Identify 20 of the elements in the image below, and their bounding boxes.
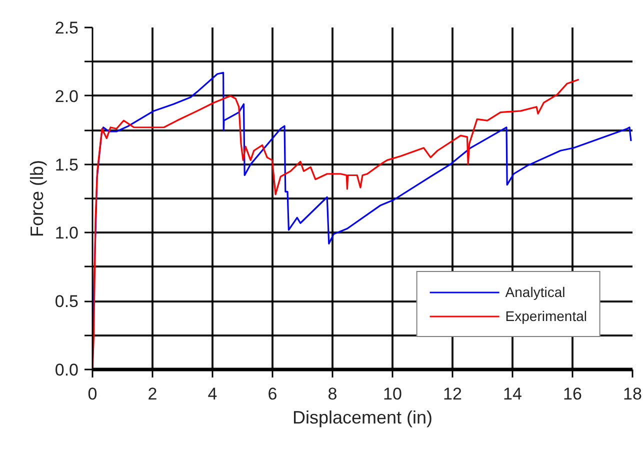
y-tick-label: 1.0: [54, 224, 79, 243]
x-tick-label: 8: [328, 384, 338, 404]
legend-label: Experimental: [505, 308, 587, 324]
x-tick-label: 16: [563, 384, 582, 404]
y-tick-label: 1.5: [54, 155, 79, 174]
x-tick-label: 18: [623, 384, 642, 404]
y-tick-label: 2.5: [54, 18, 79, 38]
x-tick-label: 6: [268, 384, 278, 404]
y-tick-label: 0.0: [54, 360, 79, 380]
x-tick-label: 4: [208, 384, 218, 404]
x-tick-label: 12: [443, 384, 462, 404]
x-axis-title: Displacement (in): [292, 408, 433, 428]
x-tick-label: 14: [503, 384, 522, 404]
y-tick-label: 0.5: [54, 292, 79, 312]
x-tick-label: 2: [148, 384, 158, 404]
y-tick-label: 2.0: [54, 86, 79, 106]
x-tick-label: 10: [383, 384, 402, 404]
x-tick-label: 0: [88, 384, 98, 404]
y-axis-title: Force (lb): [26, 160, 47, 238]
legend-label: Analytical: [505, 284, 566, 300]
